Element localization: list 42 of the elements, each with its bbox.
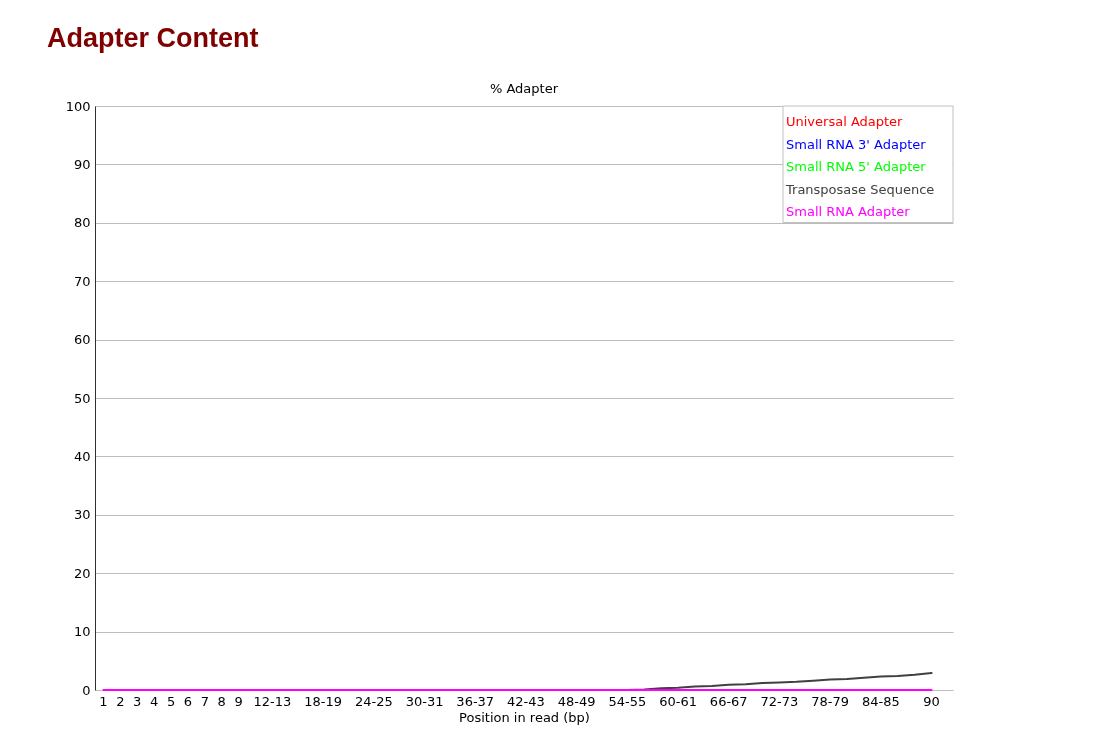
x-tick-label: 36-37 bbox=[456, 693, 495, 709]
x-tick-label: 6 bbox=[183, 693, 193, 709]
x-tick-label: 60-61 bbox=[659, 693, 697, 709]
x-tick-label: 66-67 bbox=[709, 693, 748, 709]
x-tick-label: 42-43 bbox=[507, 693, 545, 709]
x-tick-label: 90 bbox=[923, 693, 940, 709]
x-tick-label: 9 bbox=[234, 693, 243, 709]
x-tick-label: 2 bbox=[116, 693, 125, 709]
x-axis-title: Position in read (bp) bbox=[459, 709, 590, 725]
x-tick-label: 84-85 bbox=[861, 693, 900, 709]
x-tick-label: 30-31 bbox=[405, 693, 444, 709]
y-tick-label: 60 bbox=[73, 332, 91, 348]
x-tick-label: 12-13 bbox=[253, 693, 292, 709]
y-tick-label: 10 bbox=[73, 624, 91, 640]
chart-title: Adapter Content bbox=[47, 23, 259, 53]
y-tick-label: 90 bbox=[73, 156, 91, 172]
x-tick-label: 4 bbox=[150, 693, 159, 709]
y-tick-label: 80 bbox=[73, 215, 91, 231]
x-tick-label: 78-79 bbox=[811, 693, 850, 709]
x-tick-label: 8 bbox=[217, 693, 226, 709]
y-tick-label: 0 bbox=[82, 682, 91, 698]
x-tick-label: 3 bbox=[133, 693, 142, 709]
y-tick-label: 20 bbox=[73, 565, 91, 581]
legend-label: Small RNA 3' Adapter bbox=[786, 136, 927, 152]
x-tick-label: 7 bbox=[200, 693, 209, 709]
chart-subtitle: % Adapter bbox=[489, 81, 559, 96]
y-tick-label: 100 bbox=[65, 98, 91, 114]
x-tick-label: 5 bbox=[166, 693, 176, 709]
y-tick-label: 30 bbox=[73, 507, 91, 523]
x-tick-label: 54-55 bbox=[608, 693, 647, 709]
text: Transposase Sequence bbox=[785, 181, 935, 197]
x-tick-label: 18-19 bbox=[304, 693, 343, 709]
text: Small RNA Adapter bbox=[786, 204, 911, 219]
y-tick-label: 70 bbox=[73, 273, 91, 289]
x-tick-label: 48-49 bbox=[557, 693, 596, 709]
x-tick-label: 1 bbox=[99, 693, 108, 709]
x-tick-label: 24-25 bbox=[354, 693, 393, 709]
legend-label: Small RNA 5' Adapter bbox=[786, 159, 927, 174]
y-tick-label: 50 bbox=[73, 390, 91, 406]
legend-label: Universal Adapter bbox=[786, 114, 904, 129]
x-tick-label: 72-73 bbox=[760, 693, 799, 709]
y-tick-label: 40 bbox=[73, 448, 91, 464]
